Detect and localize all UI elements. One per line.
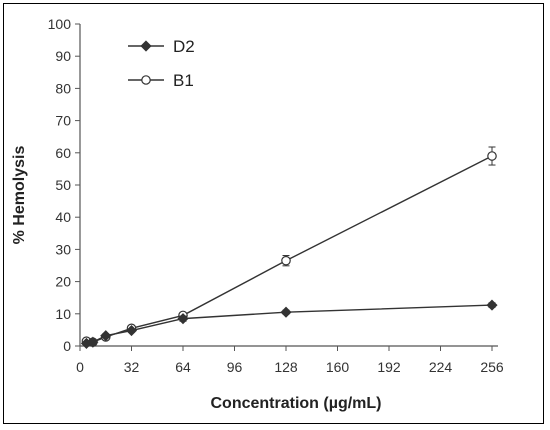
x-tick-label: 224: [429, 359, 453, 375]
chart-frame: [3, 3, 544, 424]
legend-marker-d2: [140, 40, 152, 52]
legend-label-b1: B1: [173, 71, 194, 90]
data-point-b1: [487, 151, 497, 161]
legend-item-b1: B1: [128, 71, 194, 90]
data-point-d2: [177, 313, 189, 325]
x-tick-label: 256: [480, 359, 504, 375]
y-tick-label: 0: [63, 338, 71, 354]
x-axis-label: Concentration (µg/mL): [211, 395, 382, 412]
x-tick-label: 32: [124, 359, 140, 375]
x-tick-label: 160: [326, 359, 350, 375]
y-tick-label: 60: [55, 145, 71, 161]
data-point-d2: [100, 330, 112, 342]
y-tick-label: 30: [55, 241, 71, 257]
x-tick-label: 0: [76, 359, 84, 375]
y-tick-label: 80: [55, 80, 71, 96]
legend-label-d2: D2: [173, 37, 195, 56]
x-tick-label: 128: [274, 359, 298, 375]
x-tick-label: 192: [377, 359, 401, 375]
series-group: [80, 146, 498, 349]
y-tick-label: 10: [55, 306, 71, 322]
x-tick-label: 96: [227, 359, 243, 375]
data-point-d2: [87, 336, 99, 348]
y-tick-label: 90: [55, 48, 71, 64]
x-tick-label: 64: [175, 359, 191, 375]
data-point-d2: [486, 299, 498, 311]
tick-labels: 0 10 20 30 40 50 60 70 80 90 100 0 32 64 96 128 160 192 22…: [48, 16, 504, 375]
legend: D2 B1: [128, 37, 195, 90]
y-tick-label: 20: [55, 274, 71, 290]
legend-item-d2: D2: [128, 37, 195, 56]
y-tick-label: 100: [48, 16, 72, 32]
data-point-d2: [125, 324, 138, 337]
y-tick-label: 70: [55, 113, 71, 129]
data-point-b1: [281, 255, 291, 266]
y-tick-label: 50: [55, 177, 71, 193]
data-point-d2: [280, 306, 292, 318]
y-tick-label: 40: [55, 209, 71, 225]
series-b1: [81, 146, 497, 347]
y-axis-label: % Hemolysis: [11, 146, 28, 245]
axes: [75, 23, 498, 351]
series-d2: [80, 299, 498, 349]
legend-marker-b1: [141, 75, 151, 85]
